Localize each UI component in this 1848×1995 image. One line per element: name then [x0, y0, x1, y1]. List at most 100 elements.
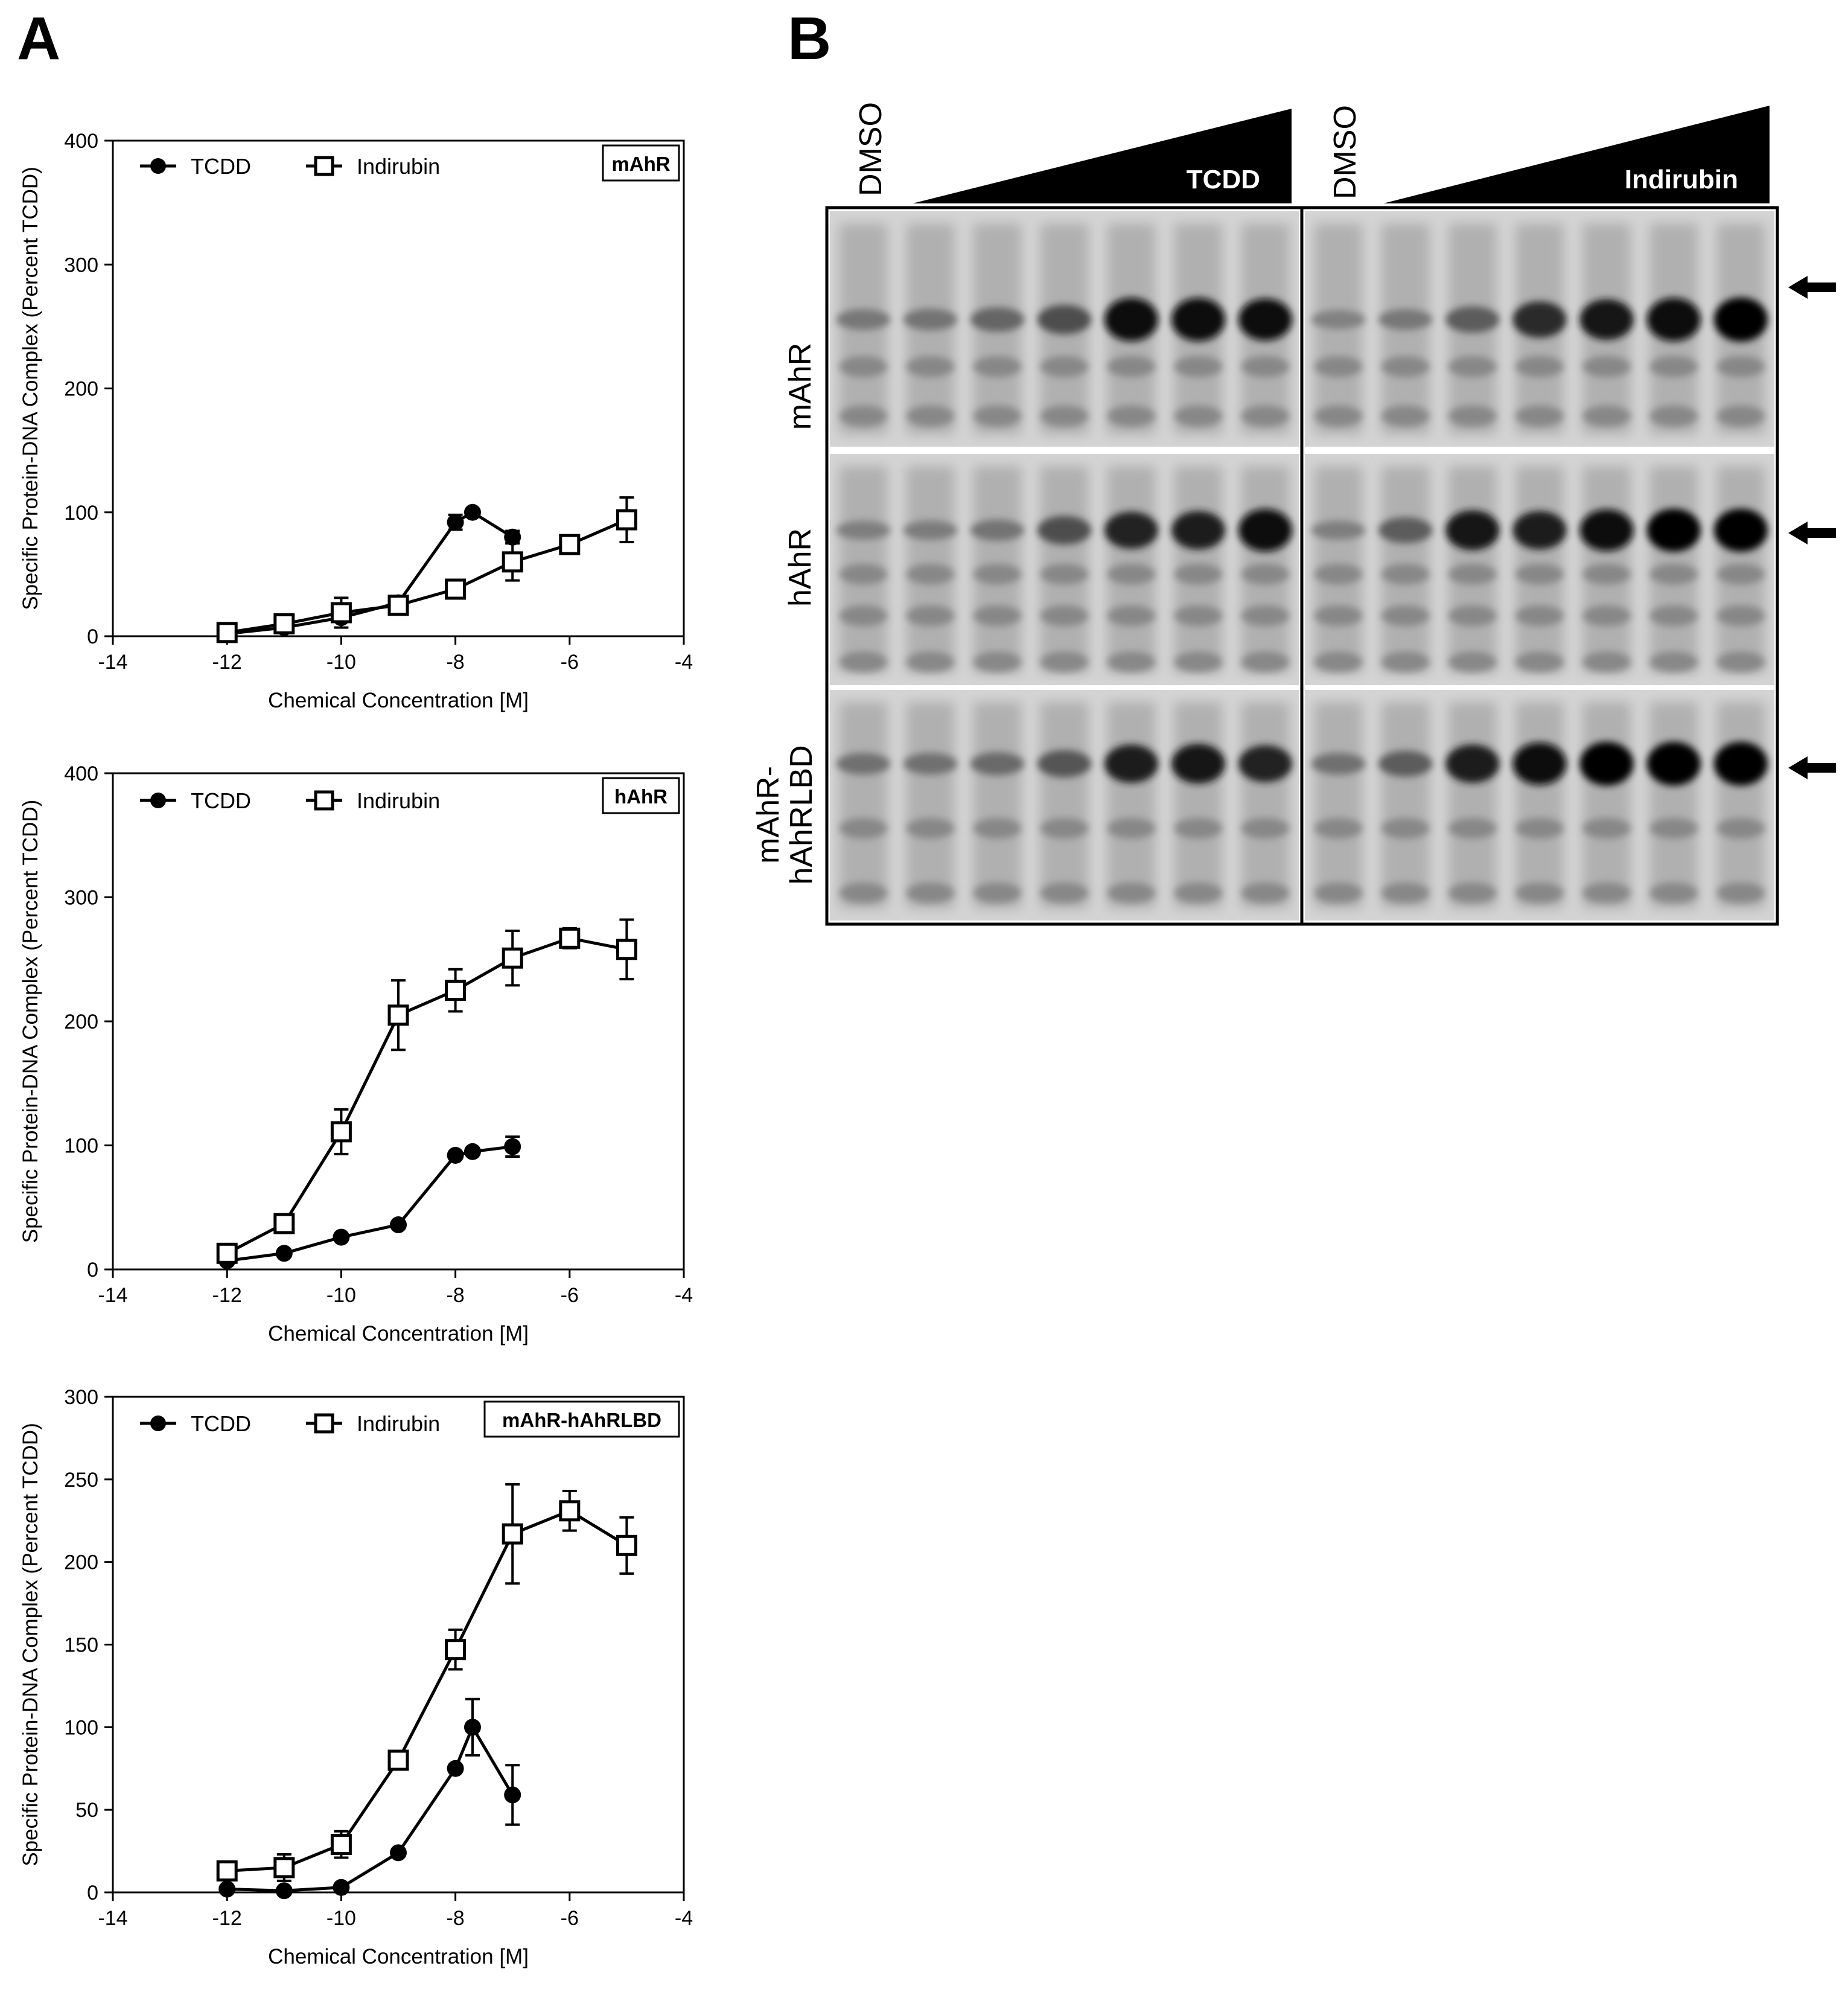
- nonspecific-band: [1107, 356, 1156, 377]
- x-tick-label: -4: [675, 1907, 693, 1930]
- dmso-label-indirubin: DMSO: [1328, 105, 1363, 199]
- nonspecific-band: [1515, 356, 1564, 377]
- nonspecific-band: [1515, 818, 1564, 839]
- gel-lane: [903, 223, 957, 435]
- specific-band: [970, 519, 1024, 541]
- series-line: [226, 510, 514, 636]
- data-point: [502, 1523, 523, 1545]
- nonspecific-band: [1040, 651, 1089, 672]
- indirubin-gradient-triangle: [1383, 106, 1770, 203]
- nonspecific-band: [1448, 563, 1497, 585]
- specific-band: [1646, 741, 1701, 786]
- x-tick-label: -6: [561, 651, 579, 674]
- gel-lane: [970, 223, 1024, 435]
- row-label-mahr: mAhR: [783, 343, 818, 430]
- nonspecific-band: [1582, 356, 1631, 377]
- specific-band: [1646, 298, 1701, 342]
- nonspecific-band: [1314, 651, 1363, 672]
- y-tick-label: 200: [64, 378, 98, 401]
- gel-rows: [830, 211, 1774, 921]
- nonspecific-band: [839, 405, 888, 427]
- nonspecific-band: [1241, 818, 1290, 839]
- nonspecific-band: [1515, 651, 1564, 672]
- data-point: [273, 613, 295, 634]
- legend-label: TCDD: [191, 788, 251, 813]
- x-tick-label: -14: [98, 651, 127, 674]
- nonspecific-band: [1515, 563, 1564, 585]
- indirubin-gradient-label: Indirubin: [1625, 165, 1738, 194]
- x-tick-label: -8: [446, 1907, 464, 1930]
- legend-label: Indirubin: [357, 154, 440, 179]
- data-point: [390, 1216, 407, 1234]
- x-tick-label: -14: [98, 1284, 127, 1307]
- row-label-mahr-hahrlbd-line1: mAhR-: [751, 766, 786, 864]
- nonspecific-band: [1107, 405, 1156, 427]
- nonspecific-band: [906, 405, 955, 427]
- nonspecific-band: [1314, 605, 1363, 627]
- specific-band: [1311, 753, 1366, 775]
- series-indirubin: [216, 496, 637, 643]
- nonspecific-band: [1381, 651, 1430, 672]
- specific-band: [1445, 510, 1500, 551]
- gel-lane: [1646, 466, 1701, 673]
- tcdd-gradient-triangle: [913, 109, 1292, 203]
- gel-lane: [1445, 223, 1500, 435]
- nonspecific-band: [1649, 882, 1698, 904]
- specific-band: [1037, 305, 1091, 334]
- nonspecific-band: [1040, 563, 1089, 585]
- nonspecific-band: [1448, 605, 1497, 627]
- plot-frame: [112, 1396, 685, 1894]
- lane-smear: [1649, 702, 1698, 908]
- nonspecific-band: [973, 818, 1022, 839]
- data-point: [464, 503, 481, 521]
- lane-smear: [1174, 702, 1223, 908]
- lane-smear: [1716, 702, 1765, 908]
- nonspecific-band: [1314, 563, 1363, 585]
- legend-marker: [150, 158, 166, 174]
- nonspecific-band: [1448, 882, 1497, 904]
- series-tcdd: [218, 1697, 521, 1900]
- lane-smear: [906, 702, 955, 908]
- nonspecific-band: [906, 356, 955, 377]
- data-point: [504, 1786, 521, 1804]
- specific-band: [1378, 750, 1433, 777]
- row-label-mahr-hahrlbd-line2: hAhRLBD: [784, 745, 819, 884]
- nonspecific-band: [1381, 818, 1430, 839]
- nonspecific-band: [1174, 356, 1223, 377]
- legend-marker: [314, 156, 334, 176]
- specific-band: [1713, 297, 1768, 342]
- y-tick-label: 150: [64, 1634, 98, 1657]
- data-point: [273, 1857, 295, 1878]
- data-point: [387, 1004, 409, 1026]
- gel-lane: [1104, 702, 1158, 908]
- gel-lane: [970, 702, 1024, 908]
- data-point: [502, 551, 523, 573]
- chart-3: -14 -12 -10 -8 -6 -4 0 50 100 150 200 250 300 Chemica…: [19, 1386, 693, 1968]
- nonspecific-band: [973, 563, 1022, 585]
- panel-tag-box: [602, 144, 680, 182]
- lane-smear: [1241, 702, 1290, 908]
- data-point: [445, 980, 467, 1001]
- gel-lane: [1713, 466, 1768, 673]
- nonspecific-band: [973, 605, 1022, 627]
- series-line: [226, 936, 627, 1255]
- nonspecific-band: [973, 356, 1022, 377]
- panel-label-b: B: [788, 5, 831, 72]
- nonspecific-band: [1174, 563, 1223, 585]
- specific-band: [1171, 298, 1225, 342]
- data-point: [218, 1880, 236, 1898]
- nonspecific-band: [1381, 405, 1430, 427]
- gel-block-mahr-indirubin: [1305, 211, 1774, 447]
- nonspecific-band: [1515, 882, 1564, 904]
- row-label-hahr: hAhR: [783, 528, 818, 607]
- specific-band: [1512, 301, 1567, 338]
- nonspecific-band: [839, 651, 888, 672]
- specific-band: [1378, 309, 1433, 330]
- nonspecific-band: [1448, 651, 1497, 672]
- specific-band: [1378, 517, 1433, 543]
- series-indirubin: [216, 1483, 637, 1882]
- nonspecific-band: [1649, 356, 1698, 377]
- gel-block-mahr-tcdd: [830, 211, 1299, 447]
- gel-panel: DMSO DMSO TCDD Indirubin mAhR hAhR mAhR-…: [751, 102, 1836, 926]
- chart-2: -14 -12 -10 -8 -6 -4 0 100 200 300 400 Chemical Con…: [19, 762, 693, 1345]
